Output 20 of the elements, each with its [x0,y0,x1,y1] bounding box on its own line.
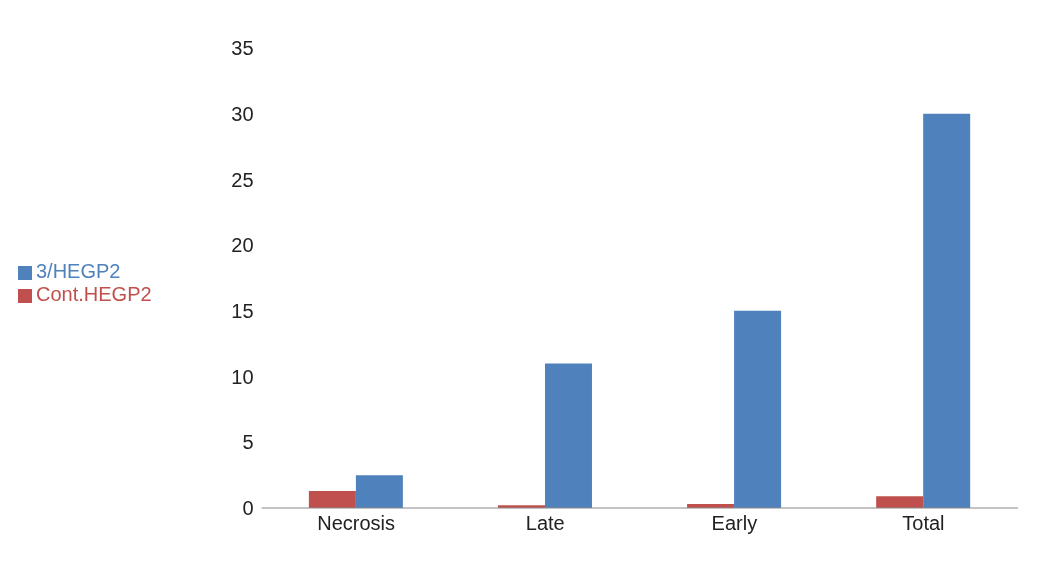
x-tick-label: Early [711,512,758,535]
y-tick-label: 10 [231,365,254,388]
y-tick-label: 0 [242,497,254,520]
bar [734,310,782,508]
y-tick-label: 20 [231,234,254,257]
bar [544,363,592,508]
bar [923,113,971,508]
y-tick-label: 35 [231,37,254,60]
x-tick-label: Late [525,512,565,535]
x-tick-label: Total [902,512,945,535]
legend-label: Cont.HEGP2 [36,283,152,305]
bar [308,490,356,508]
y-tick-label: 25 [231,168,254,191]
y-tick-label: 15 [231,299,254,322]
legend-label: 3/HEGP2 [36,260,121,282]
y-tick-label: 5 [242,431,254,454]
bar [355,475,403,508]
bar [876,496,924,508]
x-tick-label: Necrosis [317,512,396,535]
y-tick-label: 30 [231,102,254,125]
